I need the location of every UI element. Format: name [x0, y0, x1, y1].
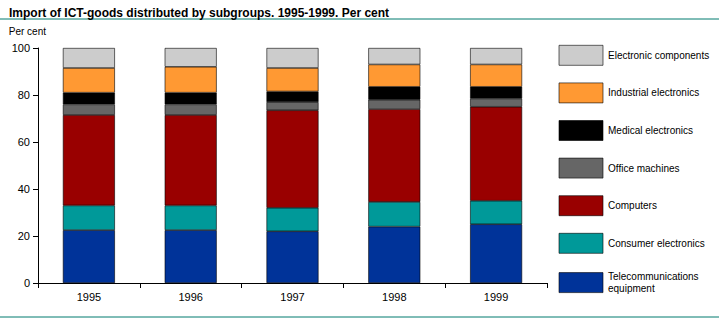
- svg-text:40: 40: [18, 183, 30, 195]
- svg-text:100: 100: [12, 42, 30, 54]
- svg-text:1998: 1998: [382, 291, 406, 303]
- svg-text:Consumer electronics: Consumer electronics: [608, 238, 705, 249]
- svg-text:1999: 1999: [484, 291, 508, 303]
- svg-text:equipment: equipment: [608, 283, 655, 294]
- svg-text:Telecommunications: Telecommunications: [608, 271, 701, 282]
- svg-text:1996: 1996: [178, 291, 202, 303]
- svg-text:Per cent: Per cent: [9, 26, 46, 37]
- svg-text:Office machines: Office machines: [608, 163, 680, 174]
- svg-text:60: 60: [18, 136, 30, 148]
- svg-text:Medical electronics: Medical electronics: [608, 125, 693, 136]
- svg-text:1995: 1995: [77, 291, 101, 303]
- svg-text:1997: 1997: [280, 291, 304, 303]
- svg-text:20: 20: [18, 230, 30, 242]
- svg-text:0: 0: [24, 277, 30, 289]
- svg-text:Computers: Computers: [608, 200, 657, 211]
- svg-text:Import of ICT-goods distribute: Import of ICT-goods distributed by subgr…: [9, 6, 389, 20]
- svg-text:Electronic components: Electronic components: [608, 50, 709, 61]
- svg-text:80: 80: [18, 89, 30, 101]
- svg-text:Industrial electronics: Industrial electronics: [608, 87, 699, 98]
